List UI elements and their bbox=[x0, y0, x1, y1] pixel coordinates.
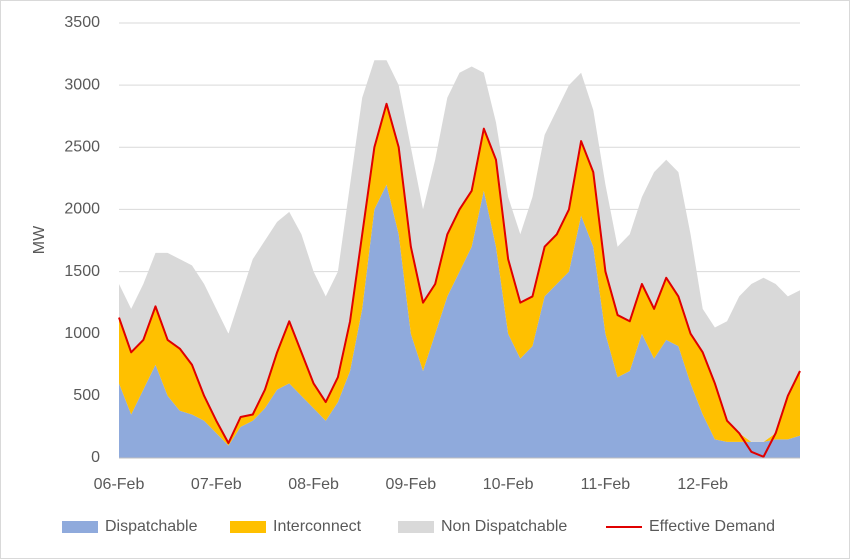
y-tick-label: 500 bbox=[73, 387, 100, 404]
y-tick-label: 1000 bbox=[64, 325, 100, 342]
y-tick-label: 3000 bbox=[64, 76, 100, 93]
x-tick-label: 11-Feb bbox=[581, 476, 631, 493]
area bbox=[119, 60, 800, 444]
x-tick-label: 10-Feb bbox=[483, 476, 534, 493]
y-axis-label: MW bbox=[31, 225, 48, 254]
area bbox=[119, 103, 800, 446]
area bbox=[119, 184, 800, 459]
legend-label: Effective Demand bbox=[649, 518, 775, 535]
x-tick-label: 06-Feb bbox=[94, 476, 145, 493]
y-tick-label: 2500 bbox=[64, 139, 100, 156]
y-tick-label: 0 bbox=[91, 449, 100, 466]
legend-swatch bbox=[62, 521, 98, 533]
line bbox=[118, 102, 801, 458]
x-tick-label: 12-Feb bbox=[677, 476, 728, 493]
x-tick-label: 08-Feb bbox=[288, 476, 339, 493]
y-tick-label: 3500 bbox=[64, 14, 100, 31]
y-tick-label: 1500 bbox=[64, 263, 100, 280]
legend-swatch bbox=[398, 521, 434, 533]
x-tick-label: 07-Feb bbox=[191, 476, 242, 493]
legend-label: Dispatchable bbox=[105, 518, 198, 535]
legend-label: Interconnect bbox=[273, 518, 362, 535]
legend-swatch bbox=[230, 521, 266, 533]
legend-label: Non Dispatchable bbox=[441, 518, 567, 535]
y-tick-label: 2000 bbox=[64, 201, 100, 218]
x-tick-label: 09-Feb bbox=[386, 476, 437, 493]
